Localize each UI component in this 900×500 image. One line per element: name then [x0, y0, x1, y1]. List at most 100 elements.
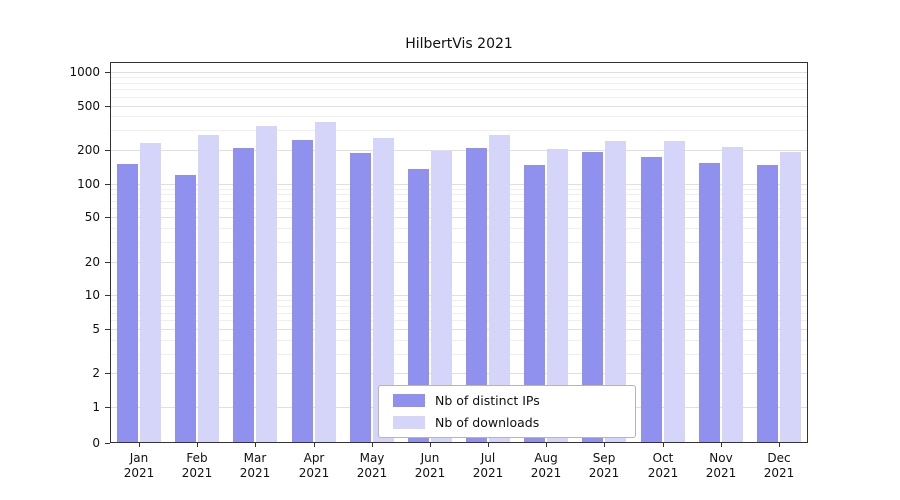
gridline: [110, 77, 808, 78]
x-tick-label: Jun 2021: [414, 451, 446, 480]
y-tick-label: 2: [92, 366, 100, 380]
gridline: [110, 340, 808, 341]
y-tick-mark: [105, 329, 110, 330]
gridline: [110, 306, 808, 307]
y-tick-mark: [105, 72, 110, 73]
bar-distinct-ips: [408, 169, 429, 443]
gridline: [110, 208, 808, 209]
y-tick-mark: [105, 407, 110, 408]
gridline: [110, 194, 808, 195]
y-tick-label: 20: [84, 255, 100, 269]
bar-distinct-ips: [757, 165, 778, 443]
gridline: [110, 72, 808, 73]
gridline: [110, 242, 808, 243]
y-tick-mark: [105, 217, 110, 218]
bar-distinct-ips: [117, 164, 138, 443]
gridline: [110, 83, 808, 84]
x-tick-mark: [139, 443, 140, 447]
legend-label: Nb of downloads: [435, 415, 540, 430]
bar-downloads: [605, 141, 626, 443]
bar-distinct-ips: [524, 165, 545, 443]
gridline: [110, 262, 808, 263]
y-tick-label: 5: [92, 322, 100, 336]
y-tick-label: 1: [92, 400, 100, 414]
gridline: [110, 313, 808, 314]
legend-item: Nb of downloads: [393, 415, 621, 430]
x-tick-mark: [430, 443, 431, 447]
bar-downloads: [780, 152, 801, 443]
y-tick-label: 1000: [69, 65, 100, 79]
bar-distinct-ips: [699, 163, 720, 443]
x-tick-mark: [663, 443, 664, 447]
y-tick-label: 100: [77, 177, 100, 191]
gridline: [110, 228, 808, 229]
x-tick-mark: [546, 443, 547, 447]
bar-downloads: [198, 135, 219, 443]
x-tick-label: Oct 2021: [647, 451, 679, 480]
gridline: [110, 300, 808, 301]
x-tick-label: Aug 2021: [530, 451, 562, 480]
bar-distinct-ips: [292, 140, 313, 443]
legend: Nb of distinct IPs Nb of downloads: [378, 385, 636, 438]
bar-downloads: [140, 143, 161, 443]
gridline: [110, 116, 808, 117]
gridline: [110, 217, 808, 218]
x-tick-label: Apr 2021: [298, 451, 330, 480]
gridline: [110, 329, 808, 330]
gridline: [110, 295, 808, 296]
gridline: [110, 89, 808, 90]
gridline: [110, 189, 808, 190]
x-tick-label: Jul 2021: [472, 451, 504, 480]
gridline: [110, 373, 808, 374]
gridline: [110, 184, 808, 185]
x-tick-label: Feb 2021: [181, 451, 213, 480]
y-tick-label: 0: [92, 436, 100, 450]
bar-distinct-ips: [641, 157, 662, 443]
x-tick-label: May 2021: [356, 451, 388, 480]
bar-downloads: [722, 147, 743, 443]
x-tick-mark: [255, 443, 256, 447]
y-tick-label: 50: [84, 210, 100, 224]
bar-distinct-ips: [466, 148, 487, 443]
gridline: [110, 130, 808, 131]
bar-downloads: [373, 138, 394, 443]
gridline: [110, 320, 808, 321]
x-tick-label: Dec 2021: [763, 451, 795, 480]
bar-distinct-ips: [233, 148, 254, 443]
y-tick-label: 500: [77, 99, 100, 113]
gridline: [110, 354, 808, 355]
x-tick-label: Nov 2021: [705, 451, 737, 480]
legend-label: Nb of distinct IPs: [435, 393, 540, 408]
x-tick-mark: [721, 443, 722, 447]
x-tick-mark: [314, 443, 315, 447]
bar-downloads: [547, 149, 568, 443]
y-tick-mark: [105, 106, 110, 107]
x-tick-mark: [604, 443, 605, 447]
bar-downloads: [315, 122, 336, 443]
x-tick-mark: [197, 443, 198, 447]
gridline: [110, 201, 808, 202]
x-tick-mark: [372, 443, 373, 447]
legend-item: Nb of distinct IPs: [393, 393, 621, 408]
bar-distinct-ips: [175, 175, 196, 443]
chart-title: HilbertVis 2021: [405, 36, 513, 52]
bar-distinct-ips: [582, 152, 603, 443]
bar-downloads: [489, 135, 510, 443]
x-tick-mark: [488, 443, 489, 447]
gridline: [110, 150, 808, 151]
legend-swatch: [393, 416, 425, 429]
bar-distinct-ips: [350, 153, 371, 443]
x-tick-label: Sep 2021: [588, 451, 620, 480]
y-tick-mark: [105, 150, 110, 151]
gridline: [110, 106, 808, 107]
y-tick-mark: [105, 295, 110, 296]
bar-downloads: [431, 151, 452, 443]
y-tick-mark: [105, 443, 110, 444]
y-tick-mark: [105, 262, 110, 263]
x-tick-label: Mar 2021: [239, 451, 271, 480]
x-tick-label: Jan 2021: [123, 451, 155, 480]
y-tick-label: 200: [77, 143, 100, 157]
legend-swatch: [393, 394, 425, 407]
bar-downloads: [664, 141, 685, 443]
